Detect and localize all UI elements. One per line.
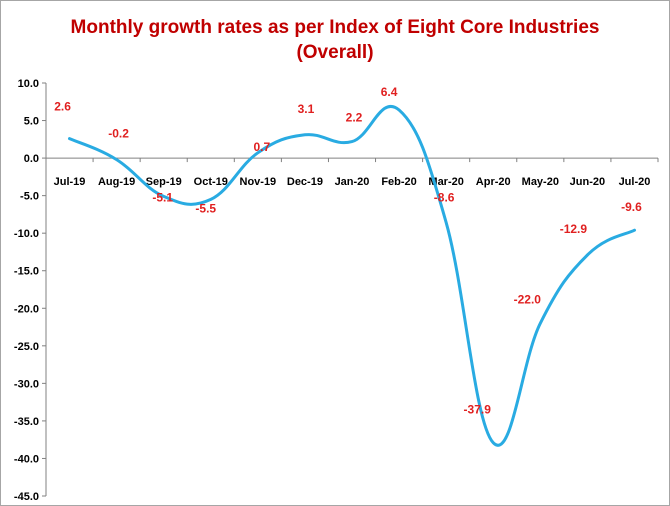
data-label: -5.5: [195, 201, 216, 215]
data-label: -8.6: [434, 191, 455, 205]
data-label: 6.4: [381, 85, 398, 99]
x-tick-label: Nov-19: [240, 176, 277, 188]
data-label: -37.9: [464, 403, 492, 417]
y-tick-label: -40.0: [14, 453, 39, 465]
data-label: -0.2: [108, 127, 129, 141]
y-tick-label: -30.0: [14, 378, 39, 390]
data-label: -9.6: [621, 200, 642, 214]
data-label: 2.6: [54, 100, 71, 114]
data-label: 3.1: [298, 102, 315, 116]
series-line: [68, 105, 636, 447]
x-tick-label: Dec-19: [287, 176, 323, 188]
x-tick-label: Jul-19: [54, 176, 86, 188]
y-tick-label: -35.0: [14, 416, 39, 428]
y-tick-label: -5.0: [20, 191, 39, 203]
y-tick-label: -20.0: [14, 303, 39, 315]
x-tick-label: Sep-19: [146, 176, 182, 188]
y-tick-label: -45.0: [14, 491, 39, 503]
chart-title: Monthly growth rates as per Index of Eig…: [1, 15, 669, 65]
y-tick-label: 0.0: [24, 153, 39, 165]
data-label: 0.7: [254, 140, 271, 154]
x-tick-label: Oct-19: [194, 176, 228, 188]
x-tick-label: Aug-19: [98, 176, 135, 188]
x-tick-label: Jun-20: [570, 176, 605, 188]
y-tick-label: -25.0: [14, 341, 39, 353]
y-tick-label: -10.0: [14, 228, 39, 240]
x-tick-label: Jan-20: [335, 176, 370, 188]
chart-title-line-1: Monthly growth rates as per Index of Eig…: [70, 17, 600, 38]
y-tick-label: 10.0: [18, 78, 39, 90]
data-label: -5.1: [152, 190, 173, 204]
y-tick-label: 5.0: [24, 116, 39, 128]
data-label: -22.0: [514, 292, 542, 306]
chart-title-line-2: (Overall): [296, 42, 374, 63]
data-label: 2.2: [346, 111, 363, 125]
data-label: -12.9: [560, 222, 588, 236]
y-tick-label: -15.0: [14, 266, 39, 278]
x-tick-label: Jul-20: [619, 176, 651, 188]
x-tick-label: Apr-20: [476, 176, 511, 188]
x-tick-label: Feb-20: [381, 176, 416, 188]
x-tick-label: May-20: [522, 176, 559, 188]
x-tick-label: Mar-20: [428, 176, 463, 188]
